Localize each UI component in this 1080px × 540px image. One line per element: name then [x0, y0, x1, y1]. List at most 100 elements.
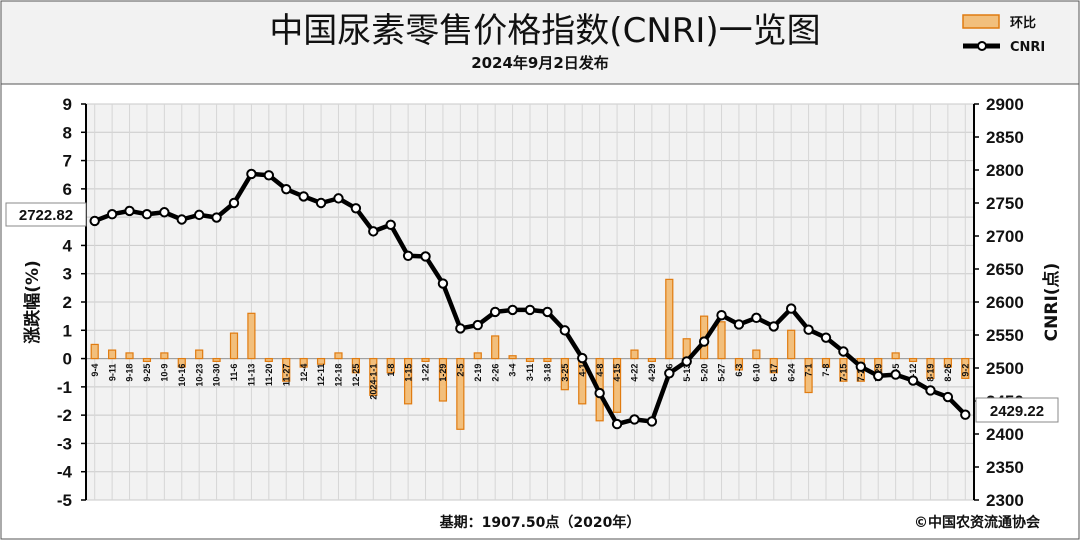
left-tick-label: 3 [63, 265, 72, 284]
x-tick-label: 7-22 [856, 364, 866, 382]
line-point [733, 319, 745, 330]
bar [195, 349, 204, 360]
footer-copyright: ©中国农资流通协会 [914, 514, 1041, 531]
line-point [385, 219, 396, 230]
line-point [507, 304, 518, 316]
x-tick-label: 3-11 [525, 364, 535, 382]
right-tick-label: 2800 [986, 161, 1024, 180]
line-point [907, 375, 919, 386]
x-tick-label: 7-8 [821, 364, 831, 377]
line-series [89, 168, 971, 430]
x-tick-label: 2-19 [473, 364, 483, 382]
line-point [838, 346, 849, 357]
x-tick-label: 7-15 [839, 364, 849, 382]
x-tick-label: 9-4 [90, 364, 100, 377]
line-point [402, 250, 414, 262]
x-tick-label: 3-18 [543, 364, 553, 382]
left-tick-label: 6 [63, 180, 72, 199]
legend-line-label: CNRI [1010, 40, 1045, 55]
right-tick-label: 2750 [986, 194, 1024, 213]
left-tick-label: -1 [57, 378, 72, 397]
bar [508, 355, 517, 360]
x-tick-label: 2024-1-1 [368, 364, 378, 400]
line-point [281, 183, 292, 195]
x-tick-label: 4-1 [577, 364, 587, 377]
line-point [698, 336, 710, 347]
bar [491, 335, 500, 360]
bar [160, 352, 169, 360]
line-point [716, 310, 727, 321]
bar [369, 357, 378, 396]
x-tick-label: 5-20 [699, 364, 709, 382]
line-point [664, 368, 675, 379]
line-point [246, 168, 257, 180]
right-tick-label: 2850 [986, 128, 1024, 147]
left-tick-label: 1 [63, 321, 72, 340]
bar [125, 352, 134, 360]
right-tick-label: 2400 [986, 425, 1024, 444]
bar [316, 357, 326, 365]
bar [456, 357, 465, 430]
line-point [368, 226, 379, 237]
x-tick-label: 11-6 [229, 364, 239, 382]
x-tick-label: 10-30 [212, 364, 222, 387]
right-tick-label: 2300 [986, 491, 1024, 510]
bar [752, 349, 761, 360]
x-tick-label: 3-25 [560, 364, 570, 382]
x-tick-label: 9-2 [960, 364, 970, 377]
x-tick-label: 1-15 [403, 364, 413, 382]
right-tick-label: 2650 [986, 260, 1024, 279]
chart-subtitle: 2024年9月2日发布 [471, 54, 609, 72]
left-tick-label: 0 [63, 350, 72, 369]
right-tick-label: 2700 [986, 227, 1024, 246]
x-tick-label: 6-10 [752, 364, 762, 382]
bar [386, 357, 395, 374]
legend-bar-swatch [962, 14, 1000, 29]
left-tick-label: -5 [57, 491, 72, 510]
right-tick-label: 2900 [986, 95, 1024, 114]
line-point [542, 306, 553, 318]
x-tick-label: 12-18 [334, 364, 344, 387]
x-tick-label: 5-13 [682, 364, 692, 382]
x-tick-label: 1-22 [421, 364, 431, 382]
line-point [315, 197, 327, 209]
x-tick-label: 9-18 [125, 364, 135, 382]
x-tick-label: 4-29 [647, 364, 657, 382]
bar [108, 349, 117, 360]
bar [821, 357, 831, 368]
line-point [333, 193, 344, 204]
bar [212, 357, 221, 363]
line-point [455, 323, 466, 334]
start-callout: 2722.82 [5, 202, 87, 227]
left-tick-label: -2 [57, 406, 72, 425]
left-tick-label: 8 [63, 123, 72, 142]
bar [560, 357, 569, 391]
line-point [263, 170, 275, 181]
x-tick-label: 11-27 [281, 364, 291, 387]
bar [543, 357, 552, 363]
line-point [193, 209, 205, 221]
footer-base: 基期：1907.50点（2020年） [440, 514, 641, 531]
bar [142, 357, 152, 363]
bar [229, 332, 239, 360]
right-tick-label: 2600 [986, 293, 1024, 312]
legend: 环比 CNRI [962, 14, 1045, 55]
y-right-label: CNRI(点) [1041, 263, 1062, 342]
x-tick-label: 4-22 [630, 364, 640, 382]
x-tick-label: 12-25 [351, 364, 361, 387]
bar [734, 357, 744, 371]
line-point [646, 416, 658, 427]
x-tick-label: 8-12 [908, 364, 918, 382]
x-tick-label: 6-17 [769, 364, 779, 382]
bar [926, 357, 935, 379]
bar [647, 357, 656, 363]
left-tick-label: -4 [57, 463, 73, 482]
bar [90, 343, 99, 360]
legend-line-marker [977, 41, 987, 51]
line-point [594, 387, 605, 399]
start-callout-text: 2722.82 [19, 207, 73, 224]
chart-title: 中国尿素零售价格指数(CNRI)一览图 [269, 11, 820, 51]
x-tick-label: 8-19 [926, 364, 936, 382]
bar [630, 349, 639, 360]
